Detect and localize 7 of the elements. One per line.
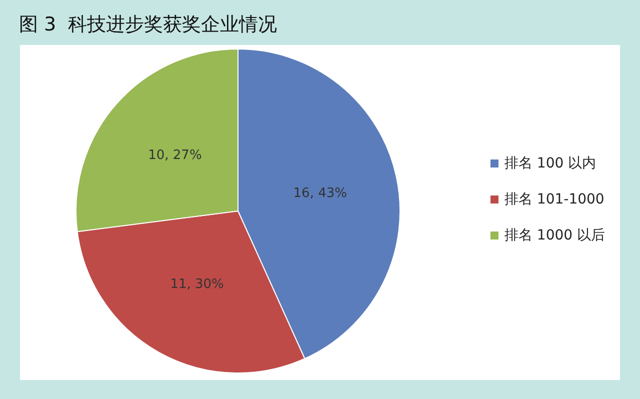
data-label: 16, 43% [293, 186, 347, 201]
legend-label: 排名 100 以内 [504, 156, 596, 172]
chart-title: 图 3 科技进步奖获奖企业情况 [19, 14, 278, 36]
data-label: 10, 27% [148, 148, 202, 164]
legend-label: 排名 1000 以后 [504, 228, 605, 244]
legend-label: 排名 101-1000 [504, 192, 604, 208]
data-label: 11, 30% [170, 276, 224, 292]
